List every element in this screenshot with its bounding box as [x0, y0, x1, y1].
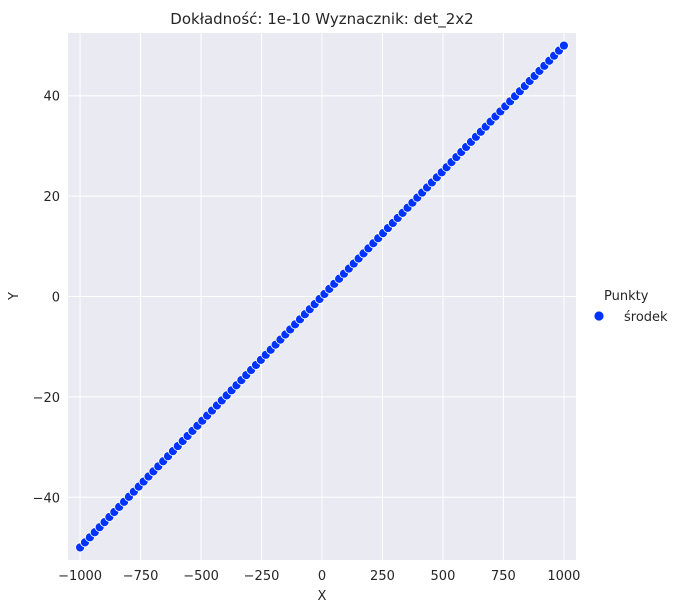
x-tick-label: −1000 [58, 569, 102, 584]
x-tick-label: −250 [244, 569, 280, 584]
legend-title: Punkty [604, 289, 649, 304]
legend: Punkty środek [593, 289, 668, 325]
legend-entry-label: środek [624, 310, 668, 325]
data-point [559, 40, 569, 51]
y-tick-labels: −40 −20 0 20 40 [33, 90, 60, 507]
y-axis-label: Y [7, 292, 22, 301]
y-tick-label: 40 [43, 90, 60, 105]
data-points [75, 40, 569, 553]
x-tick-label: −750 [123, 569, 159, 584]
grid-lines [68, 33, 576, 560]
legend-marker [593, 310, 605, 322]
x-tick-labels: −1000 −750 −500 −250 0 250 500 750 1000 [58, 569, 580, 584]
y-tick-label: 20 [43, 190, 60, 205]
y-tick-label: −40 [33, 491, 60, 506]
x-tick-label: −500 [183, 569, 219, 584]
x-tick-label: 750 [491, 569, 516, 584]
x-tick-label: 250 [370, 569, 395, 584]
chart-title: Dokładność: 1e-10 Wyznacznik: det_2x2 [170, 10, 473, 29]
x-tick-label: 0 [318, 569, 326, 584]
x-tick-label: 500 [431, 569, 456, 584]
x-axis-label: X [318, 589, 327, 604]
y-tick-label: −20 [33, 391, 60, 406]
x-tick-label: 1000 [547, 569, 580, 584]
y-tick-label: 0 [52, 291, 60, 306]
